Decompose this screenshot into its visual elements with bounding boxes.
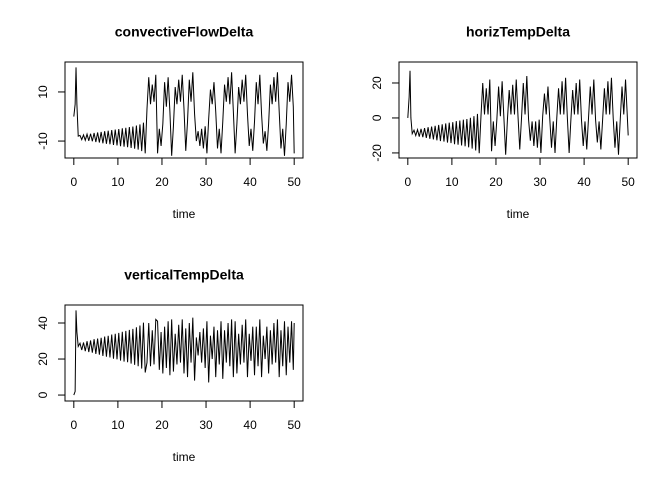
y-tick-label: 40: [36, 316, 50, 330]
data-line: [73, 67, 295, 156]
x-tick-label: 20: [155, 418, 169, 432]
x-tick-label: 30: [199, 175, 213, 189]
x-tick-label: 40: [243, 175, 257, 189]
x-tick-label: 10: [111, 418, 125, 432]
x-tick-label: 50: [288, 175, 302, 189]
x-tick-label: 10: [445, 175, 459, 189]
x-tick-label: 10: [111, 175, 125, 189]
data-line: [73, 310, 295, 396]
chart-title: horizTempDelta: [466, 24, 570, 40]
y-tick-label: 20: [370, 76, 384, 90]
x-axis-label: time: [173, 450, 196, 464]
x-tick-label: 20: [155, 175, 169, 189]
x-tick-label: 50: [288, 418, 302, 432]
plot-frame: [64, 304, 304, 402]
x-tick-label: 50: [622, 175, 636, 189]
x-tick-label: 30: [199, 418, 213, 432]
x-axis-label: time: [507, 207, 530, 221]
y-tick-label: 20: [36, 352, 50, 366]
x-tick-label: 40: [577, 175, 591, 189]
y-tick-label: 10: [36, 85, 50, 99]
y-tick-label: -20: [370, 144, 384, 162]
x-tick-label: 40: [243, 418, 257, 432]
y-tick-label: 0: [370, 114, 384, 121]
chart-title: convectiveFlowDelta: [115, 24, 254, 40]
y-tick-label: -10: [36, 132, 50, 150]
y-tick-label: 0: [36, 391, 50, 398]
x-tick-label: 0: [70, 418, 77, 432]
x-tick-label: 0: [404, 175, 411, 189]
x-axis-label: time: [173, 207, 196, 221]
data-line: [407, 70, 629, 155]
x-tick-label: 0: [70, 175, 77, 189]
x-tick-label: 30: [533, 175, 547, 189]
x-tick-label: 20: [489, 175, 503, 189]
chart-title: verticalTempDelta: [124, 267, 244, 283]
